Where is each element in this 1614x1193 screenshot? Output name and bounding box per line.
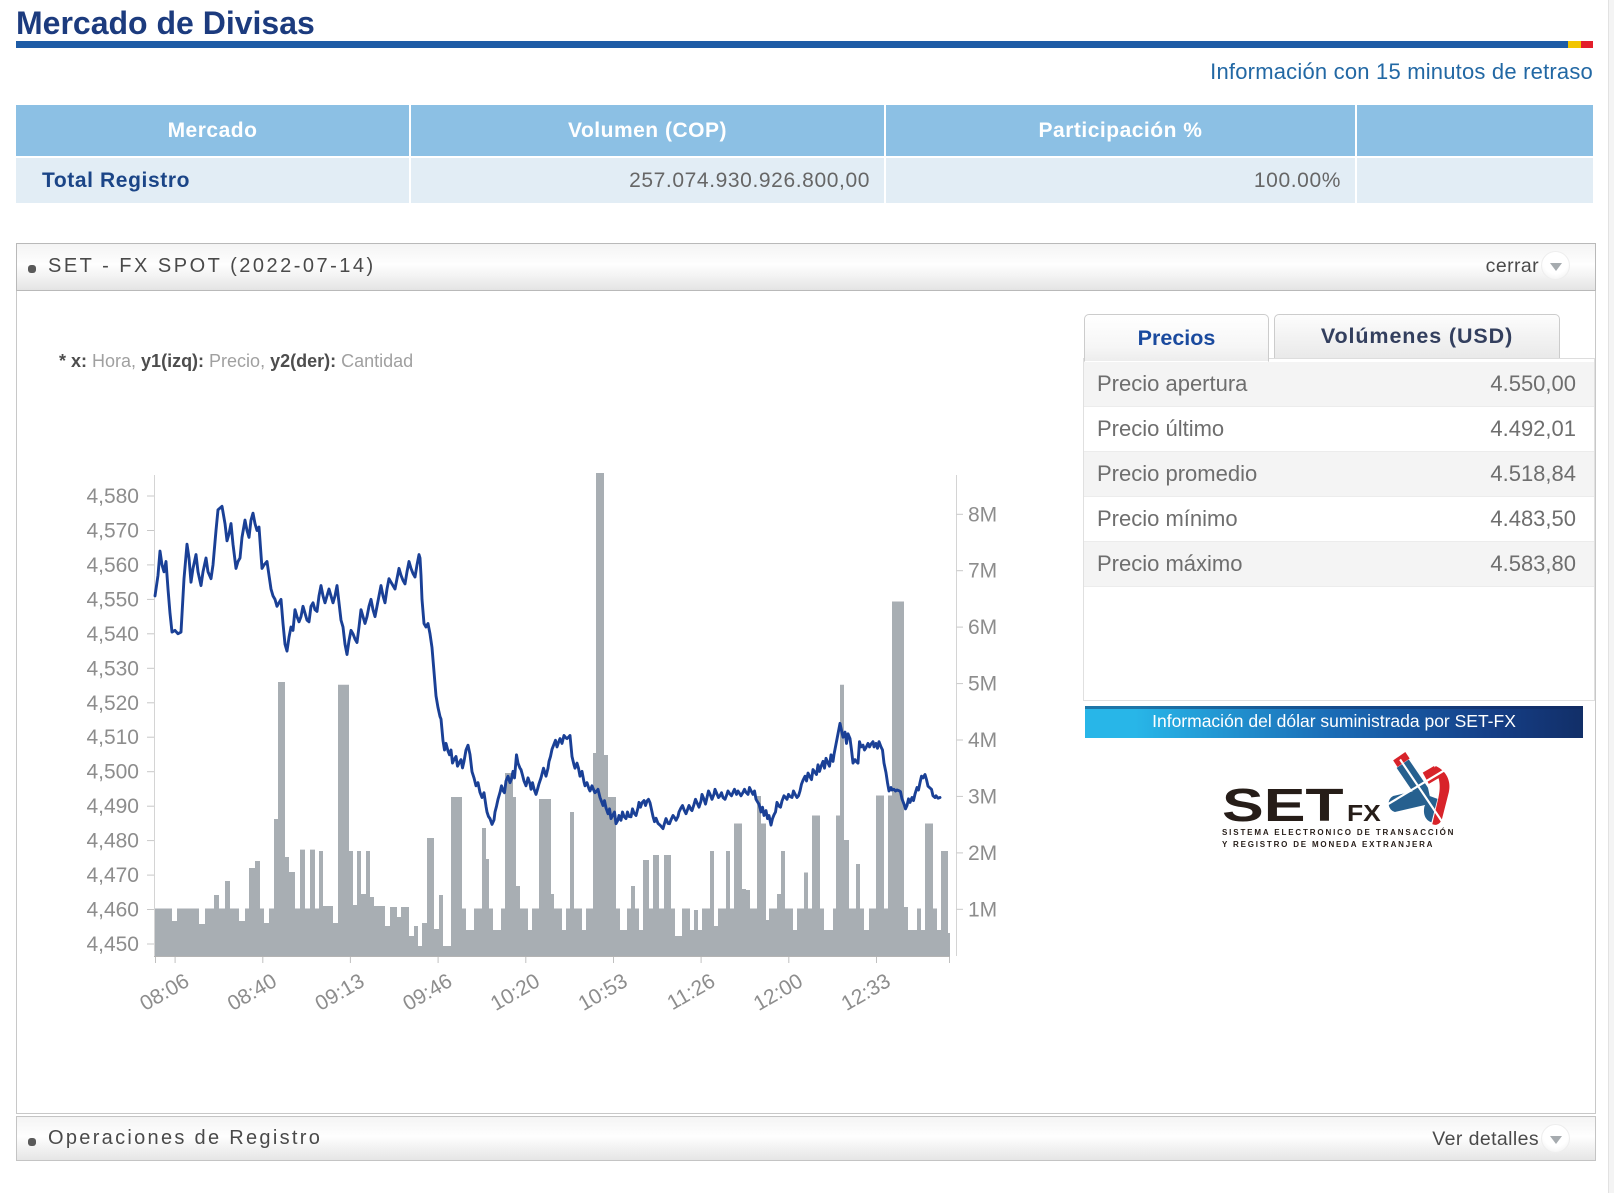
svg-text:4,490: 4,490 [86, 795, 139, 818]
svg-text:10:20: 10:20 [487, 969, 544, 1015]
svg-text:* x: Hora, y1(izq): Precio, y2: * x: Hora, y1(izq): Precio, y2(der): Can… [59, 351, 413, 371]
svg-text:1M: 1M [968, 898, 997, 921]
svg-text:FX: FX [1347, 802, 1381, 827]
svg-text:3M: 3M [968, 785, 997, 808]
svg-text:4,570: 4,570 [86, 520, 139, 543]
svg-text:4,580: 4,580 [86, 485, 139, 508]
svg-text:12:33: 12:33 [837, 969, 894, 1015]
svg-text:09:46: 09:46 [399, 969, 456, 1015]
svg-text:10:53: 10:53 [574, 969, 631, 1015]
svg-text:08:40: 08:40 [224, 969, 281, 1015]
svg-text:6M: 6M [968, 616, 997, 639]
svg-text:SET: SET [1222, 779, 1344, 831]
svg-text:4,500: 4,500 [86, 761, 139, 784]
svg-text:SISTEMA ELECTRONICO DE TRANSAC: SISTEMA ELECTRONICO DE TRANSACCIÓN [1222, 828, 1455, 837]
svg-text:11:26: 11:26 [663, 969, 719, 1014]
svg-text:4,480: 4,480 [86, 830, 139, 853]
svg-text:5M: 5M [968, 673, 997, 696]
svg-text:4,550: 4,550 [86, 588, 139, 611]
svg-text:4,520: 4,520 [86, 692, 139, 715]
svg-text:12:00: 12:00 [750, 969, 807, 1015]
svg-text:4,470: 4,470 [86, 864, 139, 887]
svg-text:8M: 8M [968, 503, 997, 526]
svg-text:4,450: 4,450 [86, 933, 139, 956]
svg-text:4M: 4M [968, 729, 997, 752]
svg-text:09:13: 09:13 [311, 969, 368, 1015]
svg-text:4,530: 4,530 [86, 657, 139, 680]
svg-text:4,460: 4,460 [86, 899, 139, 922]
svg-text:4,510: 4,510 [86, 726, 139, 749]
svg-text:7M: 7M [968, 560, 997, 583]
svg-text:4,540: 4,540 [86, 623, 139, 646]
svg-text:2M: 2M [968, 842, 997, 865]
svg-text:Y REGISTRO DE MONEDA EXTRANJER: Y REGISTRO DE MONEDA EXTRANJERA [1222, 840, 1434, 849]
svg-text:08:06: 08:06 [136, 969, 193, 1015]
svg-text:4,560: 4,560 [86, 554, 139, 577]
